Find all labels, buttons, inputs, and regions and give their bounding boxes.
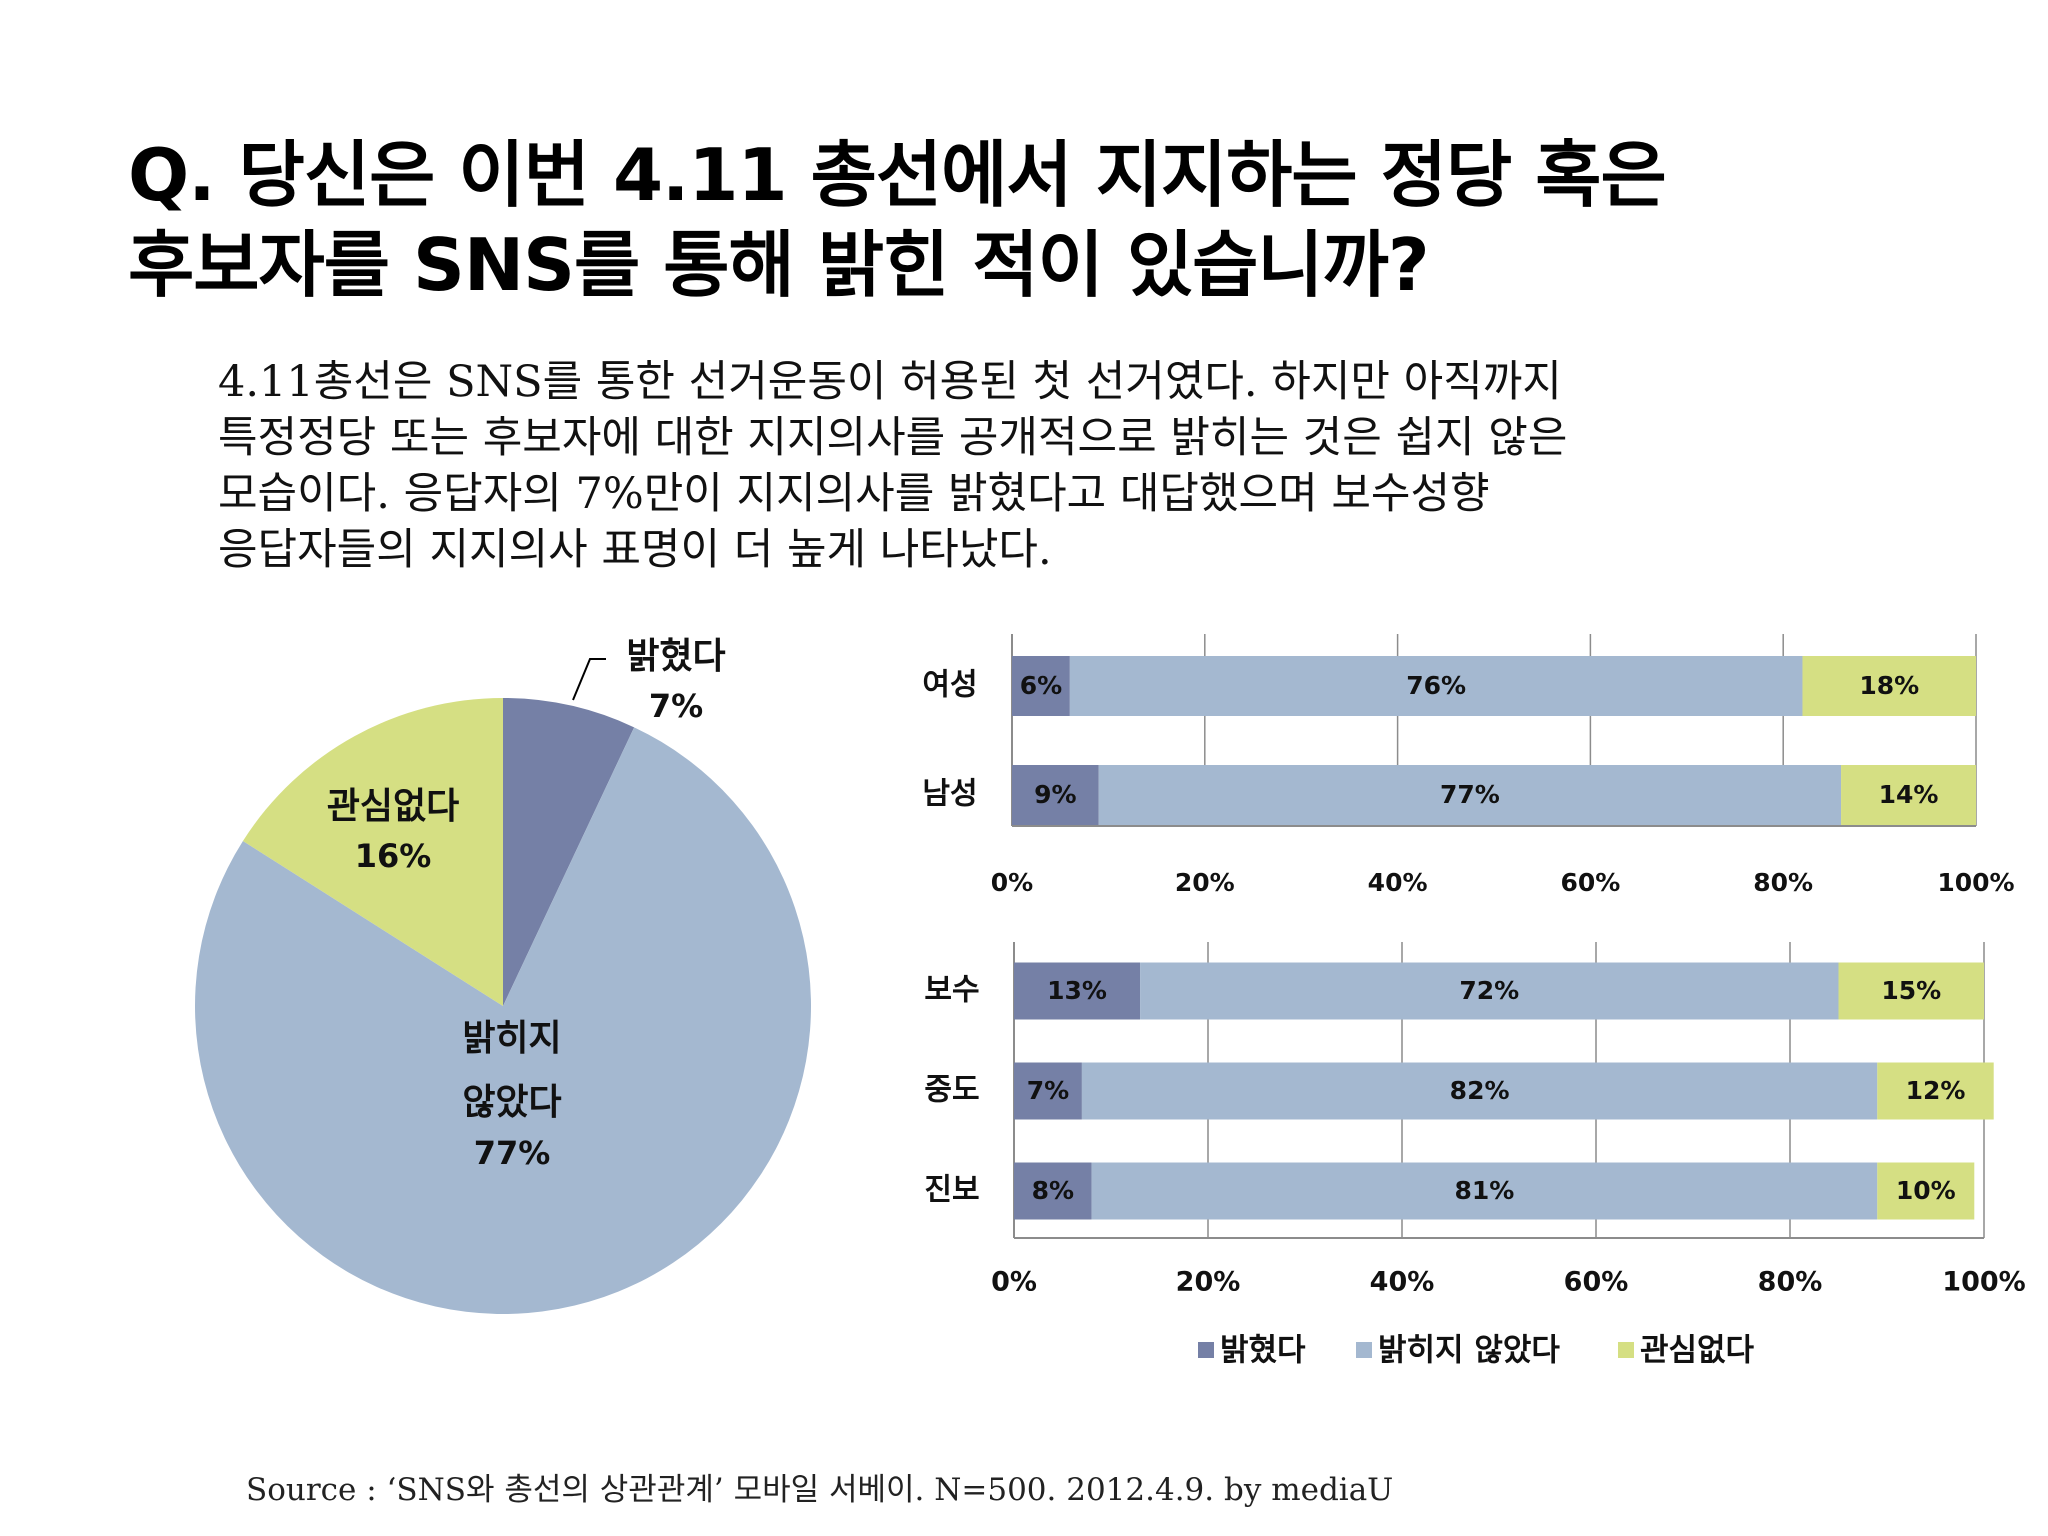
legend-swatch <box>1618 1342 1634 1358</box>
x-tick-label: 80% <box>1753 868 1813 897</box>
bar-segment <box>1014 962 1141 1020</box>
bar-segment <box>1014 1162 1092 1220</box>
legend-swatch <box>1198 1342 1214 1358</box>
category-label: 보수 <box>924 973 979 1008</box>
intro-line: 특정정당 또는 후보자에 대한 지지의사를 공개적으로 밝히는 것은 쉽지 않은 <box>218 413 1568 463</box>
bar-data-label: 10% <box>1896 1176 1956 1205</box>
legend-swatch <box>1356 1342 1372 1358</box>
legend-label: 밝혔다 <box>1220 1333 1306 1369</box>
legend: 밝혔다 밝히지 않았다 관심없다 <box>1198 1333 1755 1369</box>
bar-segment <box>1098 765 1842 825</box>
bar-data-label: 72% <box>1459 976 1519 1005</box>
title-line: 후보자를 SNS를 통해 밝힌 적이 있습니까? <box>128 223 1430 307</box>
bar-data-label: 9% <box>1034 780 1076 809</box>
pie-slice <box>503 698 635 1006</box>
intro-line: 4.11총선은 SNS를 통한 선거운동이 허용된 첫 선거였다. 하지만 아직… <box>218 357 1562 407</box>
bar-segment <box>1091 1162 1878 1220</box>
title-line: Q. 당신은 이번 4.11 총선에서 지지하는 정당 혹은 <box>128 133 1667 217</box>
x-tick-label: 100% <box>1937 868 2014 897</box>
x-tick-label: 100% <box>1942 1267 2025 1298</box>
pie-slice-value: 7% <box>649 687 703 725</box>
x-tick-label: 60% <box>1564 1267 1629 1298</box>
intro-line: 모습이다. 응답자의 7%만이 지지의사를 밝혔다고 대답했으며 보수성향 <box>218 469 1490 519</box>
bar-segment <box>1081 1062 1878 1120</box>
bar-segment <box>1877 1062 1994 1120</box>
pie-slice <box>242 698 503 1006</box>
bar-data-label: 14% <box>1879 780 1939 809</box>
pie-slice-label: 밝히지 <box>462 1018 561 1059</box>
intro-line: 응답자들의 지지의사 표명이 더 높게 나타났다. <box>218 525 1052 575</box>
pie-slice-label: 관심없다 <box>327 786 459 827</box>
bar-segment <box>1014 1062 1082 1120</box>
bar-data-label: 13% <box>1047 976 1107 1005</box>
page-title: Q. 당신은 이번 4.11 총선에서 지지하는 정당 혹은 후보자를 SNS를… <box>128 130 1928 310</box>
bar-segment <box>1140 962 1839 1020</box>
bar-data-label: 15% <box>1881 976 1941 1005</box>
bar-data-label: 82% <box>1450 1076 1510 1105</box>
bar-data-label: 77% <box>1440 780 1500 809</box>
legend-label: 밝히지 않았다 <box>1378 1333 1560 1369</box>
category-label: 남성 <box>922 777 977 812</box>
bar-segment <box>1838 962 1984 1020</box>
intro-paragraph: 4.11총선은 SNS를 통한 선거운동이 허용된 첫 선거였다. 하지만 아직… <box>218 354 1778 578</box>
pie-slice-value: 77% <box>474 1134 551 1172</box>
bar-data-label: 81% <box>1455 1176 1515 1205</box>
x-tick-label: 20% <box>1175 868 1235 897</box>
source-note: Source : ‘SNS와 총선의 상관관계’ 모바일 서베이. N=500.… <box>246 1472 1394 1508</box>
x-tick-label: 80% <box>1758 1267 1823 1298</box>
bar-segment <box>1802 656 1976 716</box>
category-label: 진보 <box>924 1173 979 1208</box>
bar-segment <box>1877 1162 1975 1220</box>
category-label: 여성 <box>922 668 977 703</box>
bar-data-label: 7% <box>1027 1076 1069 1105</box>
x-tick-label: 0% <box>991 1267 1037 1298</box>
x-tick-label: 0% <box>991 868 1033 897</box>
bar-segment <box>1841 765 1976 825</box>
x-tick-label: 20% <box>1176 1267 1241 1298</box>
pie-slice-label: 않았다 <box>462 1082 561 1123</box>
legend-label: 관심없다 <box>1640 1333 1755 1369</box>
bar-segment <box>1069 656 1803 716</box>
pie-slice-label: 밝혔다 <box>626 636 725 677</box>
x-tick-label: 60% <box>1560 868 1620 897</box>
pie-leader-line <box>572 658 606 701</box>
pie-slice-value: 16% <box>355 837 432 875</box>
bar-chart-gender: 0% 20% 40% 60% 80% 100% 여성 6% 76% 18% 남성 9% 77% 14% <box>922 634 2015 897</box>
bar-data-label: 12% <box>1906 1076 1966 1105</box>
bar-chart-ideology: 0% 20% 40% 60% 80% 100% 보수 13% 72% 15% 중도 7% 82% 12% 진… <box>924 942 2026 1298</box>
pie-slice <box>195 727 812 1314</box>
bar-data-label: 18% <box>1859 671 1919 700</box>
bar-data-label: 76% <box>1406 671 1466 700</box>
category-label: 중도 <box>924 1073 979 1108</box>
bar-segment <box>1012 656 1070 716</box>
x-tick-label: 40% <box>1370 1267 1435 1298</box>
bar-data-label: 8% <box>1032 1176 1074 1205</box>
bar-segment <box>1012 765 1099 825</box>
bar-data-label: 6% <box>1020 671 1062 700</box>
x-tick-label: 40% <box>1368 868 1428 897</box>
